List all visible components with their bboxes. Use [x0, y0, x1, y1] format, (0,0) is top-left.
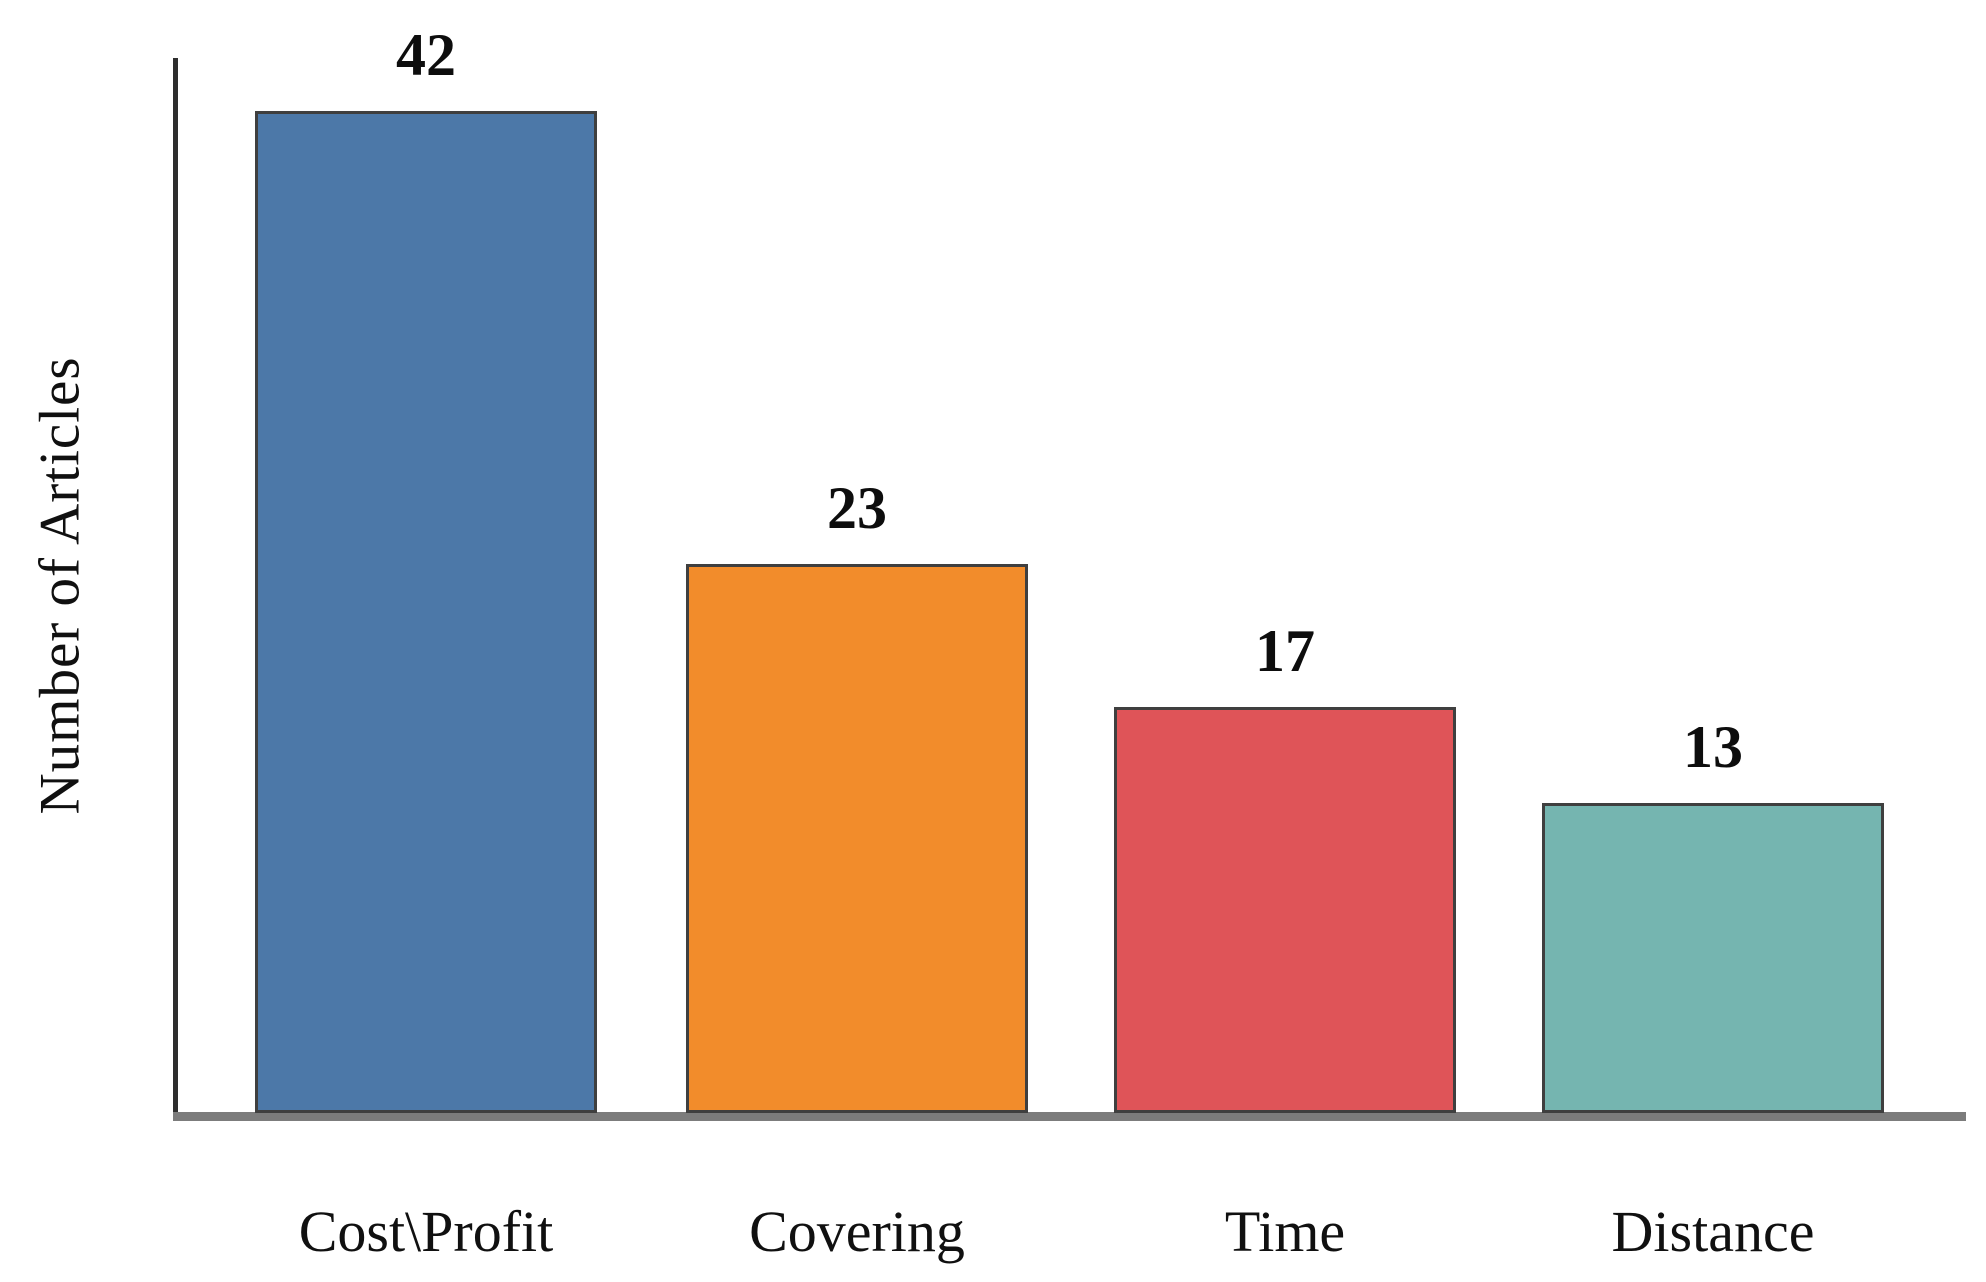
- y-axis-line: [173, 58, 178, 1118]
- x-tick-label-distance: Distance: [1611, 1199, 1815, 1264]
- y-axis-title-container: Number of Articles: [10, 58, 110, 1113]
- bar-distance: [1542, 803, 1884, 1113]
- bar-value-label: 13: [1683, 714, 1743, 780]
- bar-group-time: 17: [1114, 621, 1456, 1113]
- bar-cost-profit: [255, 111, 597, 1113]
- y-axis-title: Number of Articles: [28, 356, 92, 815]
- x-axis-line: [173, 1112, 1966, 1121]
- bar-value-label: 17: [1255, 618, 1315, 684]
- bar-group-covering: 23: [686, 478, 1028, 1113]
- x-tick-label-covering: Covering: [749, 1199, 965, 1264]
- bar-group-cost-profit: 42: [255, 25, 597, 1113]
- bar-value-label: 42: [396, 22, 456, 88]
- bar-time: [1114, 707, 1456, 1113]
- bar-covering: [686, 564, 1028, 1113]
- x-tick-label-time: Time: [1224, 1199, 1346, 1264]
- bar-group-distance: 13: [1542, 717, 1884, 1113]
- x-tick-label-cost-profit: Cost\Profit: [298, 1199, 554, 1264]
- bar-value-label: 23: [827, 475, 887, 541]
